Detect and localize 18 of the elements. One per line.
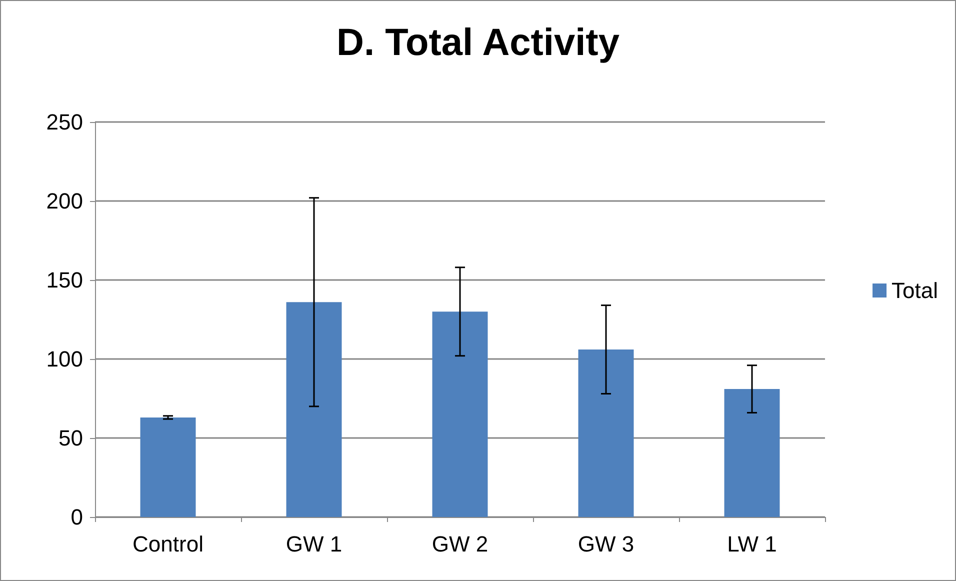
bar — [286, 302, 342, 517]
y-tick-label: 150 — [46, 268, 83, 292]
chart-title: D. Total Activity — [336, 22, 620, 64]
y-tick-label: 200 — [46, 188, 83, 214]
y-tick-label: 100 — [46, 346, 83, 372]
legend-label: Total — [892, 278, 938, 303]
x-tick-label: GW 2 — [432, 532, 488, 556]
x-tick-label: Control — [132, 532, 204, 556]
bar — [578, 350, 634, 517]
x-tick-label: LW 1 — [727, 532, 777, 556]
bar — [432, 312, 488, 517]
bar — [140, 417, 196, 517]
y-tick-label: 0 — [70, 504, 83, 530]
y-tick-label: 50 — [58, 426, 83, 450]
x-tick-label: GW 1 — [286, 532, 342, 556]
y-tick-label: 250 — [46, 110, 83, 134]
x-tick-label: GW 3 — [578, 532, 634, 556]
bar — [724, 389, 780, 517]
